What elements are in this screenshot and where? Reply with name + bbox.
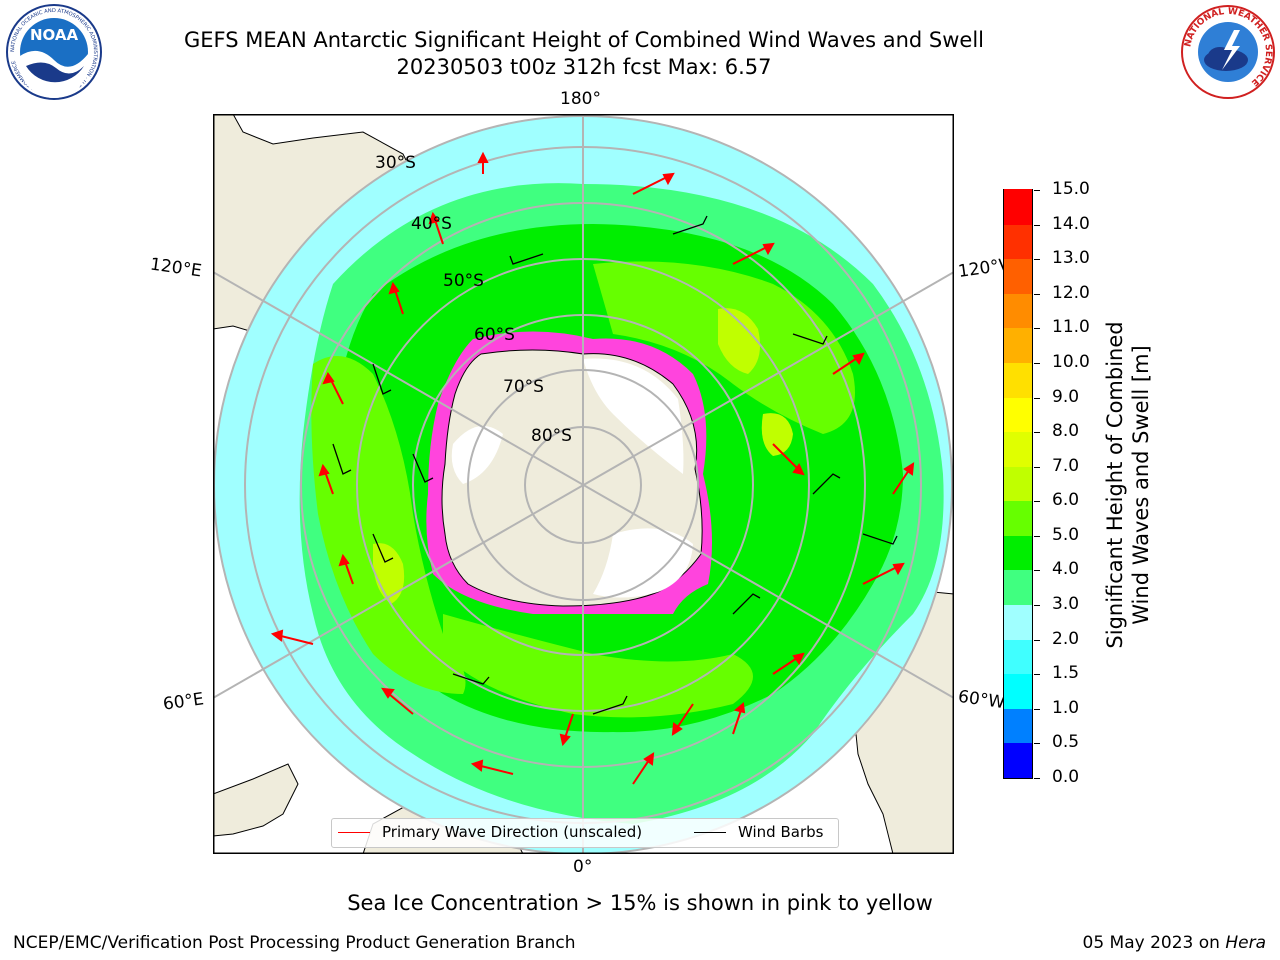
- colorbar-tick: [1034, 535, 1040, 537]
- colorbar-tick-label: 14.0: [1052, 213, 1090, 234]
- chart-title: GEFS MEAN Antarctic Significant Height o…: [183, 28, 985, 52]
- colorbar-title-line1: Significant Height of Combined: [1103, 321, 1127, 649]
- colorbar-segment: [1004, 327, 1032, 363]
- colorbar-segment: [1004, 500, 1032, 536]
- wave-direction-arrows: [270, 151, 915, 785]
- colorbar-tick: [1034, 466, 1040, 468]
- colorbar-tick-label: 9.0: [1052, 386, 1080, 407]
- colorbar-tick-label: 10.0: [1052, 351, 1090, 372]
- colorbar-tick-label: 8.0: [1052, 421, 1080, 442]
- colorbar-segment: [1004, 396, 1032, 433]
- colorbar-title-line2: Wind Waves and Swell [m]: [1129, 345, 1153, 625]
- polar-map: 30°S 40°S 50°S 60°S 70°S 80°S: [213, 114, 954, 854]
- colorbar-segment: [1004, 569, 1032, 606]
- colorbar-tick: [1034, 570, 1040, 572]
- colorbar-title: Significant Height of Combined Wind Wave…: [1102, 321, 1154, 648]
- colorbar-segment: [1004, 742, 1032, 778]
- colorbar-tick-label: 1.0: [1052, 697, 1080, 718]
- colorbar-segment: [1004, 189, 1032, 225]
- colorbar-segment: [1004, 604, 1032, 640]
- colorbar-tick: [1034, 605, 1040, 607]
- lon-label-180: 180°: [560, 89, 601, 109]
- wind-barbs: [332, 215, 898, 715]
- map-panel: 30°S 40°S 50°S 60°S 70°S 80°S Primary Wa…: [213, 114, 954, 854]
- colorbar-tick-label: 13.0: [1052, 248, 1090, 269]
- colorbar-tick-label: 7.0: [1052, 455, 1080, 476]
- colorbar-tick: [1034, 224, 1040, 226]
- colorbar-tick: [1034, 362, 1040, 364]
- map-legend: Primary Wave Direction (unscaled) Wind B…: [331, 818, 839, 848]
- colorbar: [1003, 189, 1033, 779]
- colorbar-tick: [1034, 328, 1040, 330]
- lat-label-40s: 40°S: [411, 214, 452, 234]
- footer-machine: Hera: [1225, 933, 1266, 953]
- colorbar-segment: [1004, 293, 1032, 329]
- footer-date: 05 May 2023 on Hera: [1082, 933, 1267, 953]
- legend-wave-direction: Primary Wave Direction (unscaled): [338, 823, 642, 841]
- colorbar-tick: [1034, 778, 1040, 779]
- lon-label-120e: 120°E: [148, 254, 203, 282]
- colorbar-tick: [1034, 674, 1040, 676]
- lat-label-60s: 60°S: [474, 325, 515, 345]
- noaa-logo-text: NOAA: [30, 26, 79, 44]
- colorbar-tick-label: 3.0: [1052, 594, 1080, 615]
- sea-ice-note: Sea Ice Concentration > 15% is shown in …: [347, 891, 933, 915]
- colorbar-tick-label: 4.0: [1052, 559, 1080, 580]
- noaa-logo: NATIONAL OCEANIC AND ATMOSPHERIC ADMINIS…: [6, 4, 102, 100]
- chart-subtitle: 20230503 t00z 312h fcst Max: 6.57: [396, 55, 772, 79]
- colorbar-tick: [1034, 259, 1040, 261]
- colorbar-tick-label: 2.0: [1052, 628, 1080, 649]
- lat-label-30s: 30°S: [375, 153, 416, 173]
- lat-label-50s: 50°S: [443, 271, 484, 291]
- legend-wind-barbs: Wind Barbs: [694, 823, 823, 841]
- colorbar-segment: [1004, 466, 1032, 502]
- colorbar-tick-label: 11.0: [1052, 317, 1090, 338]
- colorbar-tick-label: 6.0: [1052, 490, 1080, 511]
- latitude-labels: 30°S 40°S 50°S 60°S 70°S 80°S: [375, 153, 572, 446]
- lon-label-60e: 60°E: [161, 689, 206, 715]
- colorbar-tick: [1034, 293, 1040, 295]
- colorbar-tick: [1034, 397, 1040, 399]
- colorbar-tick-label: 12.0: [1052, 282, 1090, 303]
- colorbar-segment: [1004, 639, 1032, 675]
- colorbar-tick-label: 15.0: [1052, 179, 1090, 199]
- map-frame-border: [213, 114, 954, 854]
- lon-label-0: 0°: [573, 857, 593, 877]
- colorbar-tick: [1034, 708, 1040, 710]
- colorbar-segment: [1004, 535, 1032, 571]
- colorbar-tick: [1034, 501, 1040, 503]
- africa-land: [213, 763, 299, 837]
- lon-label-60w: 60°W: [956, 686, 1007, 714]
- colorbar-tick: [1034, 639, 1040, 641]
- lat-label-80s: 80°S: [531, 426, 572, 446]
- colorbar-segment: [1004, 224, 1032, 260]
- colorbar-segment: [1004, 708, 1032, 744]
- colorbar-tick-label: 5.0: [1052, 524, 1080, 545]
- colorbar-tick: [1034, 432, 1040, 434]
- colorbar-segment: [1004, 673, 1032, 709]
- nws-logo: NATIONAL WEATHER SERVICE: [1181, 5, 1275, 99]
- colorbar-segment: [1004, 431, 1032, 467]
- colorbar-tick-label: 0.0: [1052, 767, 1080, 787]
- colorbar-tick-label: 1.5: [1052, 663, 1080, 684]
- colorbar-segment: [1004, 258, 1032, 294]
- lat-label-70s: 70°S: [503, 377, 544, 397]
- colorbar-segment: [1004, 362, 1032, 398]
- colorbar-tick-label: 0.5: [1052, 732, 1080, 753]
- colorbar-tick: [1034, 190, 1040, 191]
- colorbar-tick: [1034, 743, 1040, 745]
- footer-branch: NCEP/EMC/Verification Post Processing Pr…: [13, 933, 576, 953]
